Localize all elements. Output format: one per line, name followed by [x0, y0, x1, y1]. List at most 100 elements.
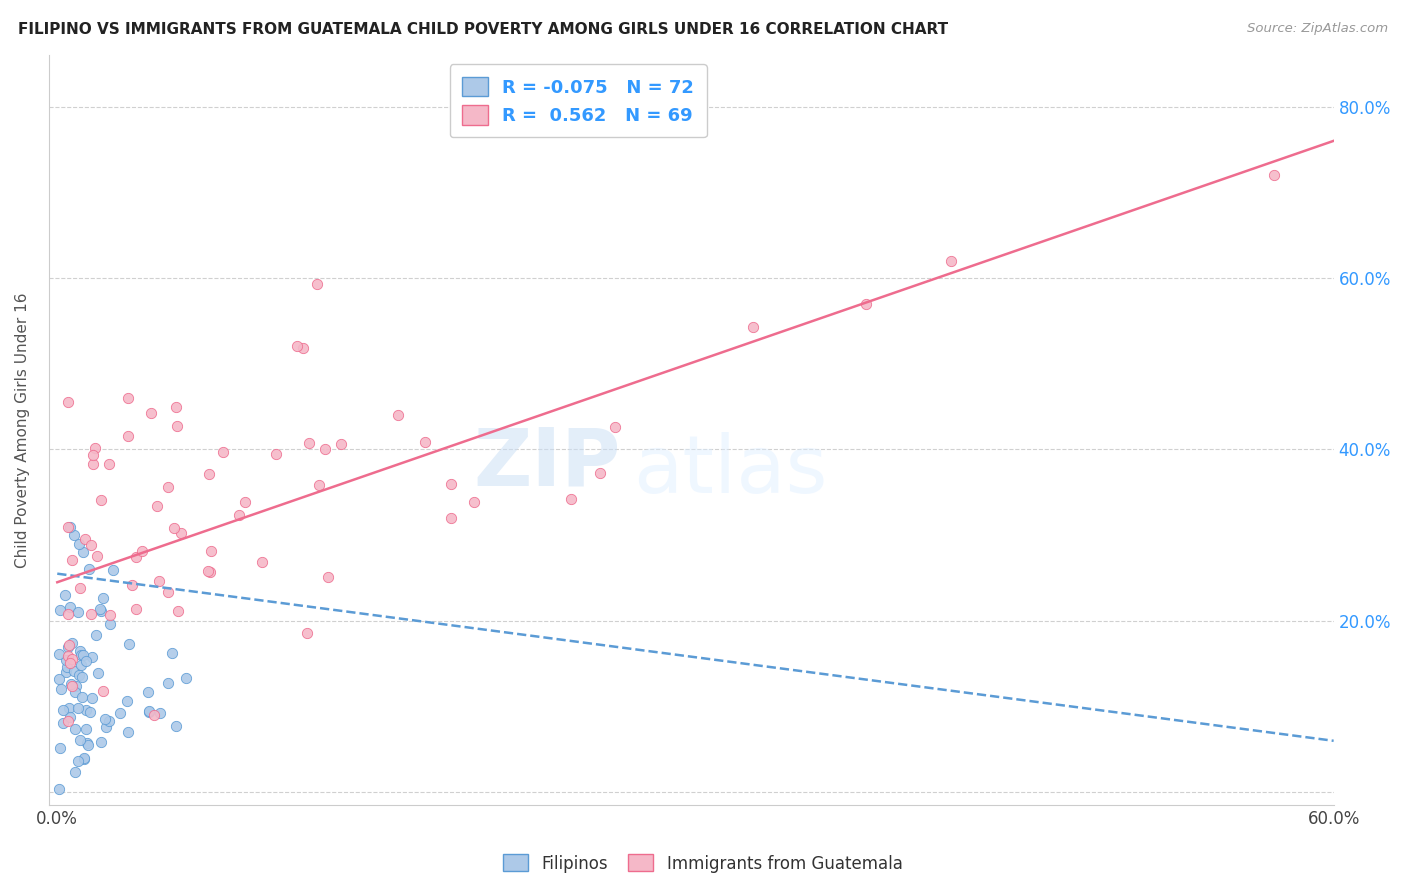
Point [166, 604, 188, 618]
Point [49, 741, 72, 756]
Point [76, 738, 98, 752]
Point [70, 669, 93, 683]
Point [62, 679, 84, 693]
Point [93, 712, 115, 726]
Point [121, 578, 143, 592]
Point [48, 673, 70, 687]
Point [413, 434, 436, 449]
Point [148, 574, 170, 589]
Point [82, 449, 104, 463]
Legend: R = -0.075   N = 72, R =  0.562   N = 69: R = -0.075 N = 72, R = 0.562 N = 69 [450, 64, 707, 137]
Point [387, 408, 409, 422]
Point [82, 650, 104, 665]
Point [73, 751, 96, 765]
Point [75, 702, 97, 716]
Point [87, 665, 110, 680]
Point [94, 720, 117, 734]
Point [233, 494, 256, 508]
Point [75, 722, 97, 736]
Point [115, 694, 138, 708]
Point [212, 445, 235, 459]
Point [315, 442, 337, 456]
Point [67, 536, 90, 550]
Point [165, 718, 187, 732]
Point [77, 562, 100, 576]
Point [56, 648, 79, 663]
Point [149, 706, 172, 720]
Point [70, 690, 93, 704]
Point [58, 700, 80, 714]
Point [308, 478, 330, 492]
Point [139, 406, 162, 420]
Point [63, 664, 86, 678]
Point [53, 588, 76, 602]
Point [67, 701, 90, 715]
Point [103, 563, 125, 577]
Point [560, 491, 582, 506]
Point [66, 605, 89, 619]
Point [58, 657, 80, 671]
Point [316, 570, 339, 584]
Point [589, 466, 612, 480]
Point [463, 495, 485, 509]
Point [162, 521, 184, 535]
Point [58, 639, 80, 653]
Point [60, 552, 83, 566]
Point [142, 707, 165, 722]
Point [125, 550, 148, 565]
Point [1263, 168, 1285, 182]
Point [131, 543, 153, 558]
Point [72, 648, 94, 662]
Point [117, 428, 139, 442]
Point [91, 684, 114, 698]
Point [91, 591, 114, 605]
Point [170, 525, 193, 540]
Point [118, 637, 141, 651]
Point [741, 320, 763, 334]
Text: FILIPINO VS IMMIGRANTS FROM GUATEMALA CHILD POVERTY AMONG GIRLS UNDER 16 CORRELA: FILIPINO VS IMMIGRANTS FROM GUATEMALA CH… [18, 22, 949, 37]
Point [79, 706, 101, 720]
Point [56, 714, 79, 729]
Point [56, 607, 79, 622]
Point [855, 296, 877, 310]
Point [55, 653, 77, 667]
Point [939, 253, 962, 268]
Point [82, 457, 104, 471]
Point [198, 467, 221, 481]
Point [295, 626, 318, 640]
Point [59, 710, 82, 724]
Point [49, 681, 72, 696]
Point [65, 679, 87, 693]
Point [56, 394, 79, 409]
Point [63, 528, 86, 542]
Point [60, 636, 83, 650]
Point [292, 341, 315, 355]
Point [56, 640, 79, 654]
Point [98, 607, 121, 622]
Point [84, 628, 107, 642]
Point [264, 446, 287, 460]
Point [117, 391, 139, 405]
Legend: Filipinos, Immigrants from Guatemala: Filipinos, Immigrants from Guatemala [496, 847, 910, 880]
Point [160, 647, 183, 661]
Point [108, 706, 131, 720]
Point [69, 658, 91, 673]
Point [80, 538, 103, 552]
Point [52, 703, 75, 717]
Point [138, 705, 160, 719]
Point [70, 648, 93, 662]
Point [90, 735, 112, 749]
Point [117, 725, 139, 739]
Point [90, 604, 112, 618]
Point [165, 400, 187, 414]
Point [298, 435, 321, 450]
Point [69, 733, 91, 747]
Point [166, 418, 188, 433]
Text: Source: ZipAtlas.com: Source: ZipAtlas.com [1247, 22, 1388, 36]
Point [197, 564, 219, 578]
Point [98, 714, 121, 728]
Point [48, 647, 70, 661]
Point [63, 722, 86, 736]
Point [63, 764, 86, 779]
Point [63, 685, 86, 699]
